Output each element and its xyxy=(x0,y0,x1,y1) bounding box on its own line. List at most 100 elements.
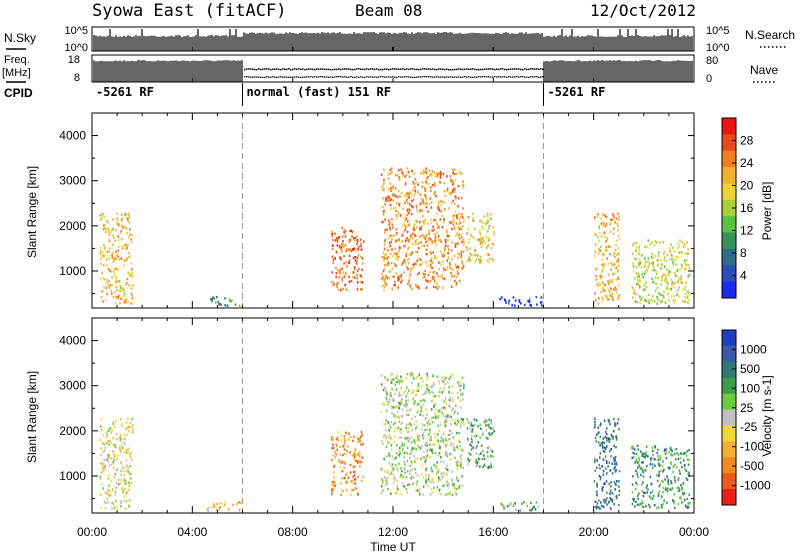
echo-cell xyxy=(641,490,644,493)
echo-cell xyxy=(115,258,118,261)
echo-cell xyxy=(431,241,434,245)
echo-cell xyxy=(100,418,103,421)
echo-cell xyxy=(434,412,436,415)
freq-point xyxy=(286,76,288,78)
echo-cell xyxy=(445,453,447,456)
echo-cell xyxy=(448,482,450,485)
echo-cell xyxy=(358,455,361,458)
echo-cell xyxy=(380,383,383,386)
nave-point xyxy=(384,68,386,70)
echo-cell xyxy=(334,450,336,454)
echo-cell xyxy=(642,505,645,509)
echo-cell xyxy=(469,259,472,262)
echo-cell xyxy=(211,299,213,303)
echo-cell xyxy=(125,459,128,463)
nave-point xyxy=(492,68,494,70)
echo-cell xyxy=(354,478,356,481)
echo-cell xyxy=(446,234,449,238)
echo-cell xyxy=(125,301,127,304)
freq-point xyxy=(448,76,450,78)
echo-cell xyxy=(416,483,418,486)
echo-cell xyxy=(385,199,387,202)
echo-cell xyxy=(113,258,115,262)
freq-point xyxy=(342,76,344,78)
echo-cell xyxy=(666,490,669,493)
echo-cell xyxy=(436,223,439,227)
echo-cell xyxy=(596,482,598,486)
echo-cell xyxy=(129,477,132,480)
echo-cell xyxy=(454,486,456,489)
echo-cell xyxy=(420,405,423,409)
echo-cell xyxy=(404,226,407,229)
echo-cell xyxy=(433,383,435,386)
echo-cell xyxy=(651,466,654,469)
echo-cell xyxy=(349,463,352,467)
freq-point xyxy=(518,76,520,78)
freq-point xyxy=(374,76,376,78)
echo-cell xyxy=(486,419,488,422)
echo-cell xyxy=(383,386,386,389)
echo-cell xyxy=(101,290,104,293)
echo-cell xyxy=(431,174,433,177)
echo-cell xyxy=(605,427,608,430)
echo-cell xyxy=(404,245,407,248)
echo-cell xyxy=(434,236,437,240)
echo-cell xyxy=(409,452,411,456)
echo-cell xyxy=(351,453,353,457)
echo-cell xyxy=(449,429,451,433)
echo-cell xyxy=(361,288,363,291)
echo-cell xyxy=(670,462,673,465)
echo-cell xyxy=(451,419,453,422)
echo-cell xyxy=(108,429,110,432)
echo-cell xyxy=(344,439,346,442)
echo-cell xyxy=(415,283,417,287)
echo-cell xyxy=(121,423,123,426)
echo-cell xyxy=(431,478,434,482)
echo-cell xyxy=(341,488,343,491)
echo-cell xyxy=(674,282,676,285)
echo-cell xyxy=(120,219,123,222)
echo-cell xyxy=(656,286,659,289)
echo-cell xyxy=(471,212,474,215)
echo-cell xyxy=(121,437,124,440)
echo-cell xyxy=(391,248,393,251)
echo-cell xyxy=(616,222,619,226)
echo-cell xyxy=(383,168,385,171)
echo-cell xyxy=(673,259,676,262)
echo-cell xyxy=(332,244,334,247)
echo-cell xyxy=(449,493,451,496)
echo-cell xyxy=(485,246,488,249)
echo-cell xyxy=(342,239,344,243)
echo-cell xyxy=(120,213,123,216)
echo-cell xyxy=(651,463,654,466)
echo-cell xyxy=(535,295,538,299)
echo-cell xyxy=(438,380,440,383)
echo-cell xyxy=(338,458,340,462)
nave-point xyxy=(354,68,356,71)
echo-cell xyxy=(426,183,429,186)
echo-cell xyxy=(331,247,334,251)
echo-cell xyxy=(594,292,596,295)
echo-cell xyxy=(441,253,443,256)
echo-cell xyxy=(636,483,639,486)
echo-cell xyxy=(433,275,435,279)
nave-point xyxy=(368,68,370,71)
echo-cell xyxy=(499,298,501,301)
echo-cell xyxy=(457,256,460,259)
echo-cell xyxy=(467,437,469,441)
echo-cell xyxy=(451,493,454,497)
echo-cell xyxy=(469,458,472,462)
nave-point xyxy=(412,68,414,70)
echo-cell xyxy=(451,179,454,183)
echo-cell xyxy=(389,226,391,229)
echo-cell xyxy=(432,183,434,187)
echo-cell xyxy=(648,301,650,305)
echo-cell xyxy=(127,417,129,420)
echo-cell xyxy=(645,285,648,289)
echo-cell xyxy=(383,433,386,437)
echo-cell xyxy=(339,453,342,456)
echo-cell xyxy=(391,188,393,191)
echo-cell xyxy=(678,295,680,298)
echo-cell xyxy=(607,465,609,468)
echo-cell xyxy=(424,189,427,192)
